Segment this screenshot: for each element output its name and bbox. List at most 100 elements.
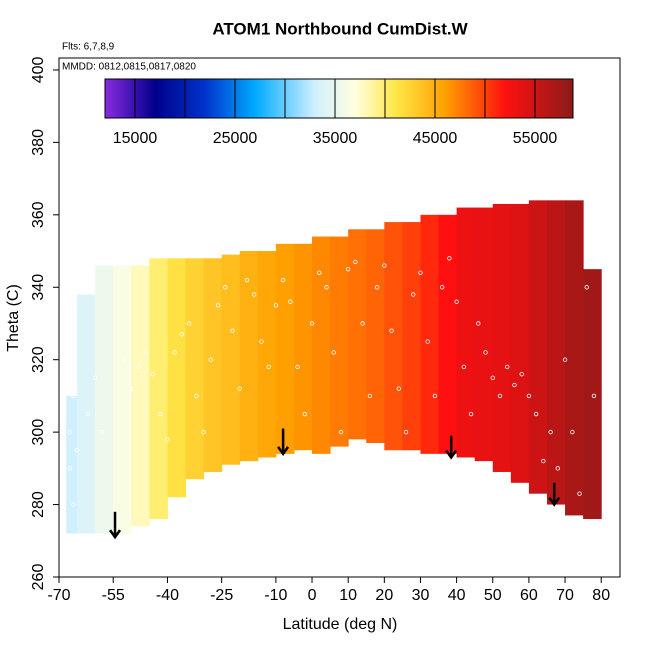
data-point (280, 277, 286, 283)
heat-cell (312, 236, 331, 454)
data-point (541, 458, 546, 464)
data-point (374, 285, 380, 290)
heat-cell (239, 251, 259, 462)
heat-cell (149, 258, 168, 520)
data-point (331, 350, 336, 355)
data-point (367, 393, 373, 399)
arrow-head (548, 496, 561, 507)
heat-cell (583, 269, 602, 520)
data-point (483, 350, 488, 355)
data-point (121, 357, 127, 362)
heat-cell (113, 265, 132, 534)
x-tick-label: -40 (156, 587, 179, 604)
x-axis-label: Latitude (deg N) (283, 616, 398, 633)
colorbar-tick-label: 25000 (213, 130, 258, 147)
data-point (129, 386, 134, 391)
data-point (165, 437, 170, 442)
data-point (230, 328, 235, 333)
x-tick-label: 20 (375, 587, 393, 604)
arrow (109, 511, 122, 540)
data-point (143, 350, 148, 355)
data-point (179, 332, 185, 337)
heat-cell (275, 243, 295, 454)
data-point (360, 321, 365, 326)
heat-cell (402, 222, 421, 451)
y-tick-label: 280 (30, 491, 47, 518)
heat-cell (492, 203, 512, 472)
data-point (454, 299, 459, 304)
heat-cell (474, 207, 494, 462)
y-tick-label: 340 (30, 274, 47, 301)
heat-cell (293, 243, 313, 451)
data-point (266, 364, 271, 370)
data-point (158, 411, 163, 417)
colorbar (104, 78, 574, 119)
heat-cell (510, 203, 530, 483)
data-point (92, 375, 98, 381)
data-point (302, 411, 307, 417)
data-point (418, 270, 423, 275)
data-point (172, 350, 177, 355)
y-tick-label: 260 (30, 564, 47, 591)
data-point (411, 292, 416, 297)
data-point (345, 266, 351, 272)
data-point (439, 285, 445, 290)
y-tick-label: 320 (30, 346, 47, 373)
annotation: MMDD: 0812,0815,0817,0820 (62, 62, 196, 73)
data-point (533, 411, 539, 417)
data-point (490, 375, 495, 381)
x-tick-label: -25 (210, 587, 233, 604)
data-point (223, 285, 228, 290)
data-point (201, 429, 206, 435)
data-point (67, 466, 73, 471)
arrow (277, 428, 290, 457)
data-point (67, 429, 73, 435)
data-point (505, 364, 510, 370)
heat-cell (330, 236, 349, 447)
x-tick-label: 70 (556, 587, 574, 604)
chart-title: ATOM1 Northbound CumDist.W (212, 19, 468, 38)
colorbar-tick-label: 15000 (113, 130, 158, 147)
x-tick-label: 40 (448, 587, 466, 604)
arrow-head (277, 446, 290, 457)
data-point (389, 328, 394, 333)
data-point (71, 502, 76, 507)
data-point (136, 364, 141, 370)
x-tick-label: -10 (264, 587, 287, 604)
data-point (100, 429, 105, 435)
y-tick-label: 380 (30, 129, 47, 156)
arrow-head (445, 449, 458, 460)
data-point (468, 411, 474, 417)
x-tick-label: -70 (47, 587, 70, 604)
data-point (570, 429, 575, 435)
data-point (353, 259, 358, 265)
arrow-head (109, 529, 122, 540)
y-axis-label: Theta (C) (5, 284, 22, 352)
data-point (150, 371, 156, 377)
x-tick-label: 60 (520, 587, 538, 604)
plot-frame (58, 57, 621, 578)
data-point (273, 303, 279, 308)
data-point (548, 429, 553, 435)
x-tick-label: -55 (102, 587, 125, 604)
data-point (519, 371, 524, 377)
colorbar-tick-label: 55000 (513, 130, 558, 147)
data-point (85, 411, 91, 417)
data-point (295, 364, 300, 370)
x-tick-label: 80 (592, 587, 610, 604)
data-point (555, 466, 561, 471)
data-point (512, 382, 517, 388)
data-point (288, 299, 293, 304)
data-point (562, 357, 568, 362)
heat-cell (257, 251, 277, 458)
data-point (584, 285, 589, 290)
data-point (403, 429, 409, 435)
data-point (251, 292, 257, 297)
heat-cell (185, 258, 205, 480)
data-point (259, 339, 264, 344)
heat-cell (565, 200, 584, 516)
heat-cell (456, 207, 476, 458)
data-point (74, 448, 80, 453)
colorbar-tick-label: 35000 (313, 130, 358, 147)
